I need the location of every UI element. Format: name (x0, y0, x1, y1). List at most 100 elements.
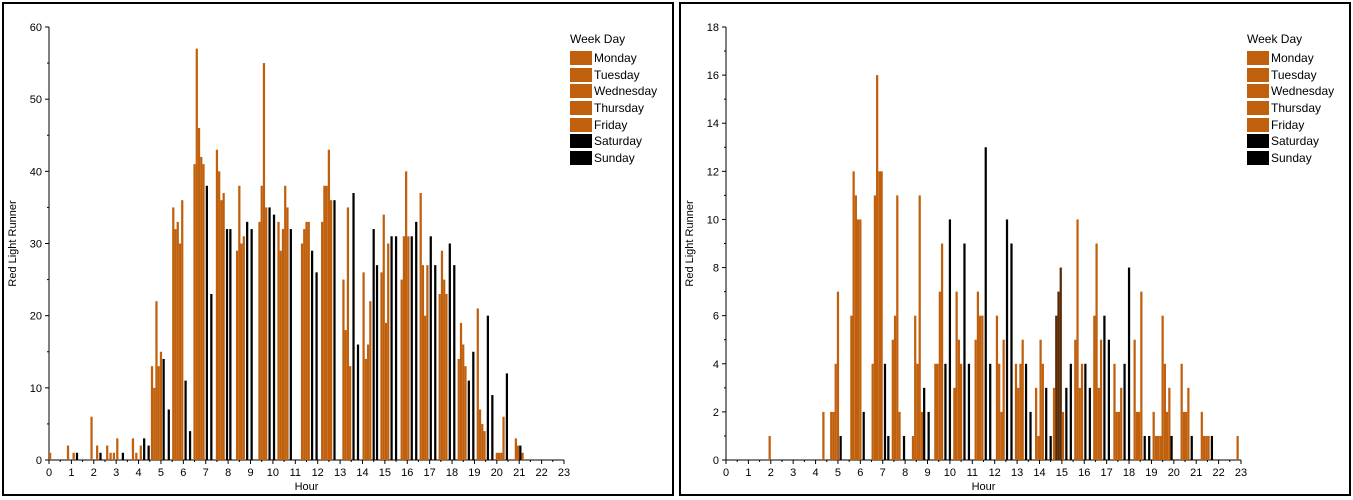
legend-swatch (1247, 51, 1269, 66)
x-tick-label: 9 (924, 467, 930, 479)
chart-bar (75, 452, 79, 460)
legend-left: Week Day Monday Tuesday Wednesday Thursd… (570, 32, 657, 166)
legend-item-wednesday: Wednesday (570, 83, 657, 100)
chart-bar (876, 75, 879, 460)
chart-bar (464, 366, 467, 460)
chart-bar (349, 366, 352, 460)
chart-bar (500, 452, 503, 460)
x-tick-label: 0 (46, 467, 52, 479)
chart-bar (1182, 411, 1186, 460)
chart-bar (1010, 243, 1013, 460)
chart-bar (1024, 363, 1028, 460)
chart-bar (321, 221, 324, 460)
chart-bar (387, 243, 390, 460)
x-tick-label: 11 (290, 467, 301, 479)
chart-bar (1088, 387, 1091, 460)
chart-bar (235, 250, 239, 460)
chart-bar (1117, 411, 1121, 460)
legend-swatch (1247, 67, 1269, 82)
chart-bar (1037, 435, 1040, 460)
chart-bar (1093, 315, 1096, 460)
legend-label: Tuesday (594, 67, 640, 82)
chart-bar (1157, 435, 1160, 460)
chart-bar (453, 265, 456, 460)
chart-bar (153, 387, 156, 460)
chart-bar (1069, 363, 1072, 460)
chart-bar (1021, 339, 1024, 460)
y-tick-label: 50 (30, 94, 42, 106)
chart-bar (262, 63, 266, 460)
chart-bar (1080, 363, 1084, 460)
x-tick-label: 19 (468, 467, 480, 479)
chart-bar (1170, 435, 1173, 460)
chart-bar (364, 358, 367, 460)
chart-bar (159, 351, 163, 460)
chart-bar (834, 363, 837, 460)
legend-swatch (1247, 101, 1269, 116)
chart-bar (300, 243, 304, 460)
chart-bar (106, 445, 109, 460)
legend-swatch (570, 150, 592, 165)
chart-bar (369, 301, 372, 460)
chart-bar (238, 185, 241, 460)
chart-bar (415, 221, 418, 460)
x-tick-label: 8 (902, 467, 908, 479)
y-tick-label: 0 (713, 455, 719, 467)
chart-bar (284, 185, 287, 460)
chart-bar (898, 411, 901, 460)
legend-item-wednesday: Wednesday (1247, 83, 1334, 100)
chart-bar (927, 411, 930, 460)
chart-bar (896, 195, 899, 460)
legend-swatch (570, 117, 592, 132)
chart-bar (250, 229, 253, 460)
x-axis-title: Hour (972, 481, 996, 493)
y-tick-label: 60 (30, 22, 42, 34)
x-tick-label: 21 (1190, 467, 1202, 479)
chart-bar (265, 207, 268, 460)
y-tick-label: 6 (713, 311, 719, 323)
x-tick-label: 12 (312, 467, 324, 479)
x-tick-label: 20 (491, 467, 503, 479)
x-tick-label: 13 (1011, 467, 1023, 479)
chart-bar (1019, 363, 1022, 460)
y-tick-label: 40 (30, 166, 42, 178)
legend-swatch (570, 67, 592, 82)
x-tick-label: 5 (158, 467, 164, 479)
chart-bar (934, 363, 937, 460)
chart-bar (372, 229, 375, 460)
chart-bar (1200, 411, 1203, 460)
chart-bar (481, 423, 484, 460)
chart-bar (1207, 435, 1210, 460)
x-tick-label: 0 (723, 467, 729, 479)
chart-bar (944, 363, 947, 460)
chart-bar (979, 315, 982, 460)
chart-bar (989, 363, 992, 460)
chart-bar (222, 192, 225, 460)
legend-label: Monday (1271, 51, 1314, 66)
chart-bar (920, 411, 924, 460)
chart-bar (1190, 435, 1193, 460)
chart-bar (333, 200, 336, 460)
chart-bar (205, 185, 208, 460)
chart-bar (514, 438, 517, 460)
chart-bar (424, 315, 427, 460)
x-tick-label: 23 (558, 467, 570, 479)
chart-bar (1140, 291, 1143, 460)
chart-bar (923, 387, 926, 460)
chart-bar (995, 315, 999, 460)
chart-bar (486, 315, 489, 460)
chart-bar (242, 236, 245, 460)
chart-bar (184, 380, 187, 460)
chart-bar (936, 363, 939, 460)
chart-bar (167, 409, 170, 460)
chart-bar (90, 416, 93, 460)
chart-bar (478, 409, 482, 460)
chart-bar (434, 265, 437, 460)
chart-bar (893, 315, 897, 460)
chart-bar (135, 452, 138, 460)
legend-label: Friday (1271, 117, 1305, 132)
chart-bar (260, 185, 263, 460)
chart-bar (1045, 387, 1048, 460)
